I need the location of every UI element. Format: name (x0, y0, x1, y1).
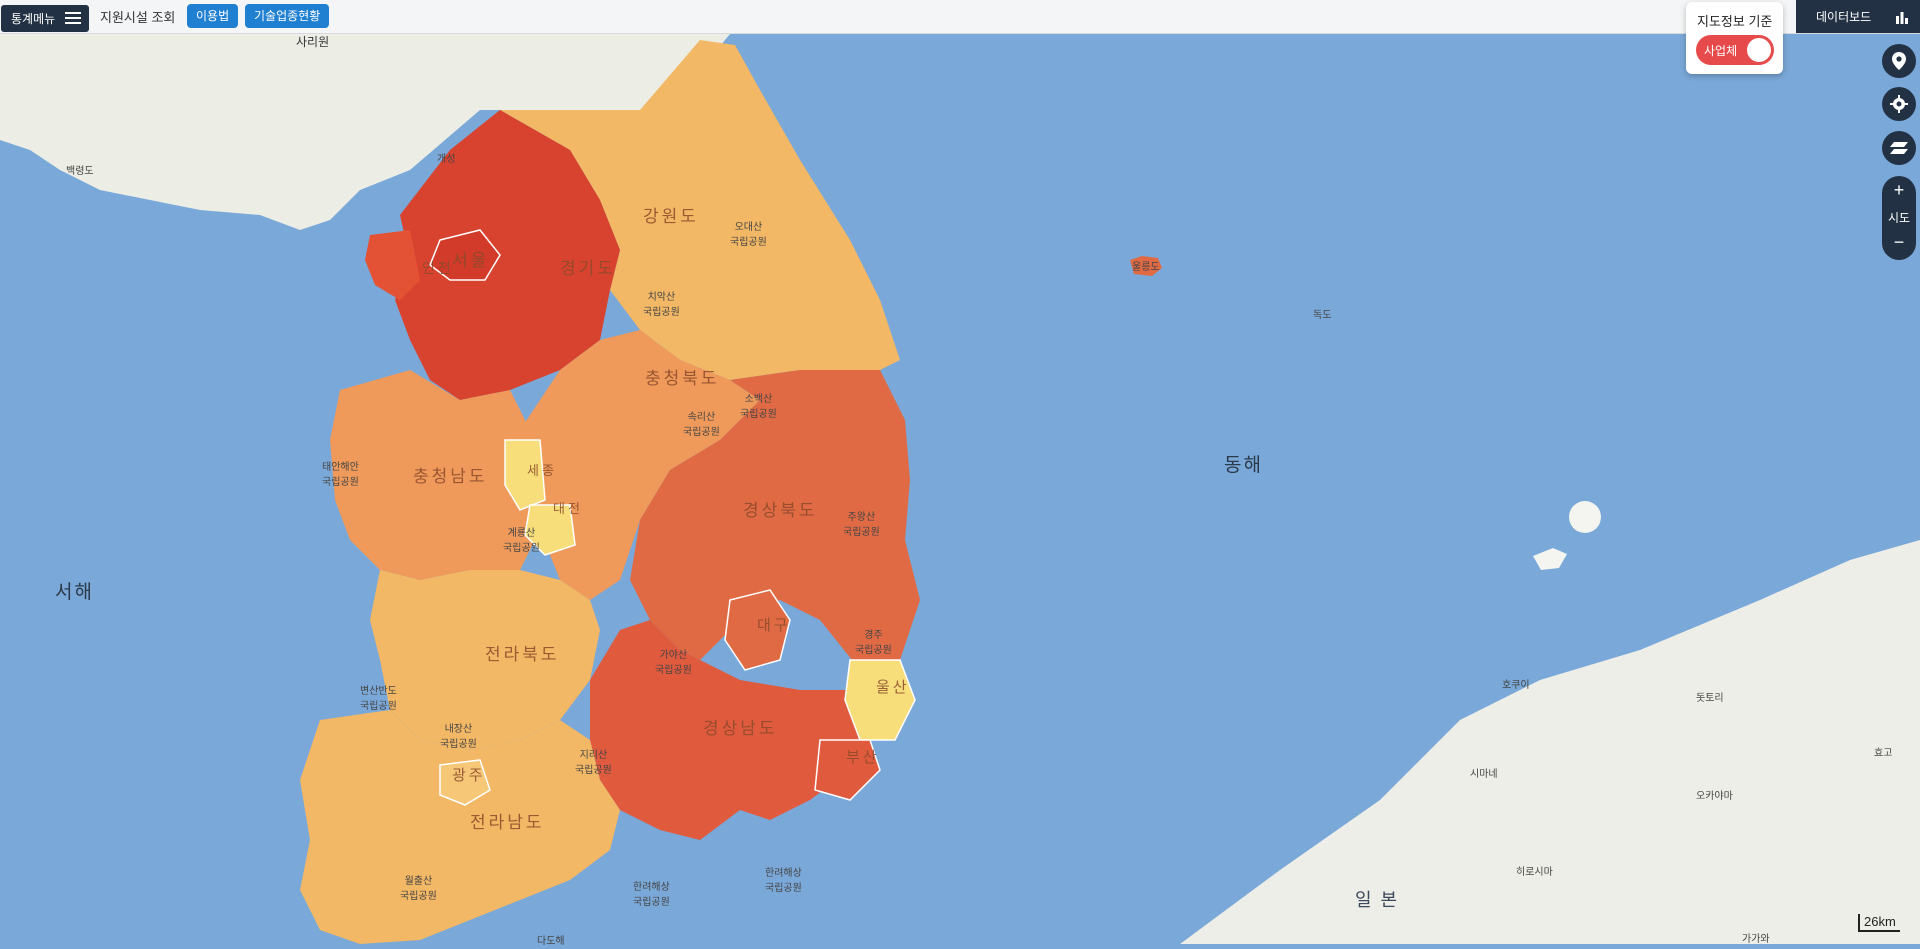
bar-chart-icon (1896, 12, 1908, 24)
dashboard-button[interactable]: 데이터보드 (1796, 0, 1920, 33)
top-bar: 통계메뉴 지원시설 조회 이용법 기술업종현황 데이터보드 (0, 0, 1920, 34)
japan-landmass (1180, 540, 1920, 944)
toggle-knob (1747, 38, 1771, 62)
label-taean: 태안해안 국립공원 (322, 462, 359, 488)
north-landmass (0, 34, 730, 230)
business-toggle-label: 사업체 (1704, 44, 1738, 58)
label-naejangsan: 내장산 국립공원 (440, 724, 477, 750)
settings-button[interactable] (1882, 87, 1916, 121)
hamburger-icon (65, 12, 81, 26)
region-gangwon (500, 40, 900, 380)
map-scale: 26km (1858, 914, 1900, 932)
business-toggle[interactable]: 사업체 (1696, 35, 1774, 65)
label-jirisan: 지리산 국립공원 (575, 750, 612, 776)
ulleungdo-island (1130, 256, 1162, 276)
support-facility-link[interactable]: 지원시설 조회 (100, 10, 176, 25)
location-button[interactable] (1882, 44, 1916, 78)
label-odaesan: 오대산 국립공원 (730, 222, 767, 248)
label-gyeongbuk: 경상북도 (743, 501, 818, 520)
region-jeonbuk (370, 570, 600, 750)
map-criteria-title: 지도정보 기준 (1697, 14, 1773, 29)
layers-icon (1890, 142, 1908, 154)
label-sobaeksan: 소백산 국립공원 (740, 394, 777, 420)
label-ulleungdo: 울릉도 (1132, 262, 1160, 273)
stats-menu-button[interactable]: 통계메뉴 (1, 5, 89, 32)
tech-industry-button[interactable]: 기술업종현황 (245, 4, 330, 28)
label-ulsan: 울산 (876, 679, 910, 696)
region-gwangju (439, 759, 491, 806)
label-dottori: 돗토리 (1696, 693, 1724, 704)
label-okayama: 오카야마 (1696, 791, 1733, 802)
label-jeonnam: 전라남도 (470, 813, 545, 832)
label-gangwon: 강원도 (643, 207, 699, 226)
choropleth-map[interactable]: 서해 동해 일 본 강원도 경기도 서울 인천 충청북도 충청남도 세종 대전 … (0, 34, 1920, 947)
layers-button[interactable] (1882, 131, 1916, 165)
region-incheon (365, 230, 420, 300)
region-chungnam (330, 370, 540, 580)
dogo-island (1533, 548, 1567, 570)
label-chungnam: 충청남도 (413, 467, 488, 486)
usage-guide-button[interactable]: 이용법 (187, 4, 239, 28)
region-daegu (724, 589, 791, 671)
label-hallyeo-2: 한려해상 국립공원 (765, 868, 802, 894)
region-seoul (429, 229, 501, 281)
map-pin-icon (1892, 52, 1906, 70)
label-dadohae: 다도해 (537, 936, 565, 947)
label-gyeonggi: 경기도 (560, 259, 616, 278)
region-gyeongbuk (630, 370, 920, 670)
label-busan: 부산 (846, 749, 880, 766)
japan-label: 일 본 (1355, 890, 1400, 910)
label-hiroshima: 히로시마 (1516, 867, 1553, 878)
label-hokui: 호쿠이 (1502, 680, 1530, 691)
label-dokdo: 독도 (1313, 310, 1332, 321)
region-gyeonggi (395, 110, 620, 400)
label-gyeongnam: 경상남도 (703, 719, 778, 738)
zoom-control: + 시도 − (1882, 176, 1916, 260)
label-gwangju: 광주 (452, 767, 486, 784)
label-songnisan: 속리산 국립공원 (683, 412, 720, 438)
region-gyeongnam (590, 620, 870, 840)
oki-island (1569, 501, 1601, 533)
map-canvas (0, 34, 1920, 944)
region-daejeon (524, 504, 576, 556)
zoom-in-button[interactable]: + (1893, 180, 1905, 200)
gear-icon (1890, 95, 1908, 113)
label-gyeryongsan: 계룡산 국립공원 (503, 528, 540, 554)
label-seoul: 서울 (452, 251, 490, 270)
label-chungbuk: 충청북도 (645, 369, 720, 388)
label-incheon: 인천 (422, 260, 454, 276)
label-byeonsan: 변산반도 국립공원 (360, 686, 397, 712)
label-daegu: 대구 (757, 617, 791, 634)
label-jeonbuk: 전라북도 (485, 645, 560, 664)
label-wolchulsan: 월출산 국립공원 (400, 876, 437, 902)
region-ulsan (844, 659, 916, 741)
label-hallyeo-1: 한려해상 국립공원 (633, 882, 670, 908)
label-baengnyeong: 백령도 (66, 166, 94, 177)
region-chungbuk (520, 330, 760, 600)
zoom-level-label: 시도 (1887, 211, 1911, 225)
label-chiaksan: 치악산 국립공원 (643, 292, 680, 318)
label-gaeseong: 개성 (437, 154, 456, 165)
dashboard-label: 데이터보드 (1816, 10, 1872, 24)
sea-label-west: 서해 (55, 582, 94, 603)
sea-label-east: 동해 (1224, 455, 1263, 476)
zoom-out-button[interactable]: − (1893, 232, 1905, 252)
label-daejeon: 대전 (553, 501, 583, 516)
label-sariwon: 사리원 (296, 35, 330, 49)
label-juwangsan: 주왕산 국립공원 (843, 512, 880, 538)
region-jeonnam (300, 710, 620, 944)
map-criteria-panel: 지도정보 기준 사업체 (1686, 2, 1783, 74)
region-busan (814, 739, 881, 801)
label-hyogo: 효고 (1874, 748, 1893, 759)
label-sejong: 세종 (527, 463, 557, 478)
label-gayasan: 가야산 국립공원 (655, 650, 692, 676)
stats-menu-label: 통계메뉴 (11, 12, 56, 26)
label-simane: 시마네 (1470, 769, 1498, 780)
label-gyeongju: 경주 국립공원 (855, 630, 892, 656)
label-gagawa: 가가와 (1742, 934, 1770, 945)
